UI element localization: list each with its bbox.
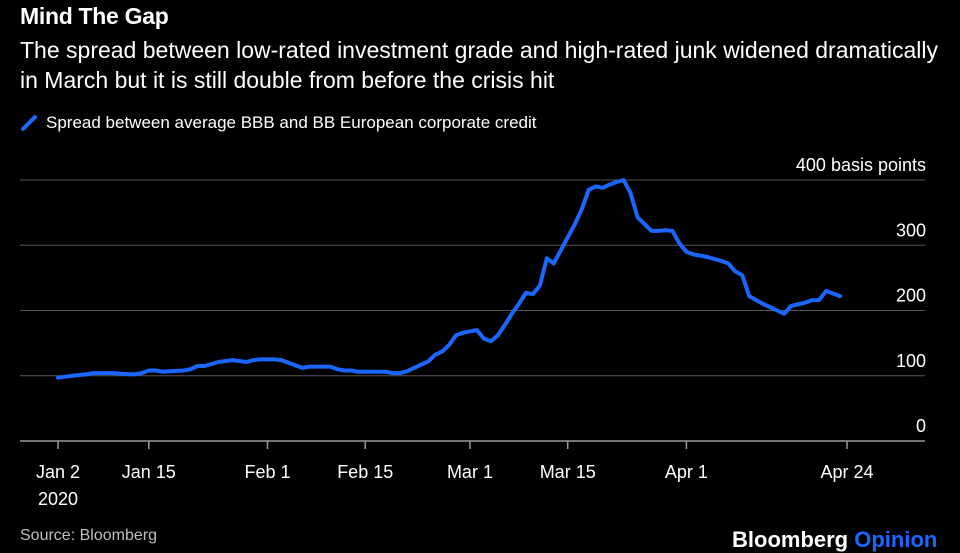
x-tick-year-label: 2020 (38, 489, 78, 509)
y-axis-labels: 400 basis points 300 200 100 0 (796, 155, 926, 436)
legend-line-icon (21, 115, 37, 131)
y-tick-label-200: 200 (896, 286, 926, 306)
y-tick-label-300: 300 (896, 220, 926, 240)
x-tick-label: Apr 1 (665, 462, 708, 482)
grid-layer (20, 179, 925, 442)
brand-logo: Bloomberg Opinion (732, 527, 937, 553)
chart-subtitle: The spread between low-rated investment … (20, 37, 938, 93)
legend: Spread between average BBB and BB Europe… (20, 113, 537, 133)
x-tick-label: Jan 15 (122, 462, 176, 482)
x-tick-label: Feb 1 (244, 462, 290, 482)
y-tick-label-0: 0 (916, 416, 926, 436)
x-tick-label: Feb 15 (337, 462, 393, 482)
source-note: Source: Bloomberg (20, 527, 157, 544)
x-tick-label: Mar 15 (540, 462, 596, 482)
legend-label: Spread between average BBB and BB Europe… (46, 113, 537, 132)
y-tick-label-400: 400 basis points (796, 155, 926, 175)
x-tick-label: Apr 24 (820, 462, 873, 482)
series-line-bbb-bb-spread (56, 178, 842, 380)
x-axis: Jan 2 2020 Jan 15 Feb 1 Feb 15 Mar 1 Mar 15 Apr… (36, 441, 874, 509)
chart-title: Mind The Gap (20, 3, 169, 29)
y-tick-label-100: 100 (896, 351, 926, 371)
x-tick-label: Jan 2 (36, 462, 80, 482)
x-tick-label: Mar 1 (447, 462, 493, 482)
